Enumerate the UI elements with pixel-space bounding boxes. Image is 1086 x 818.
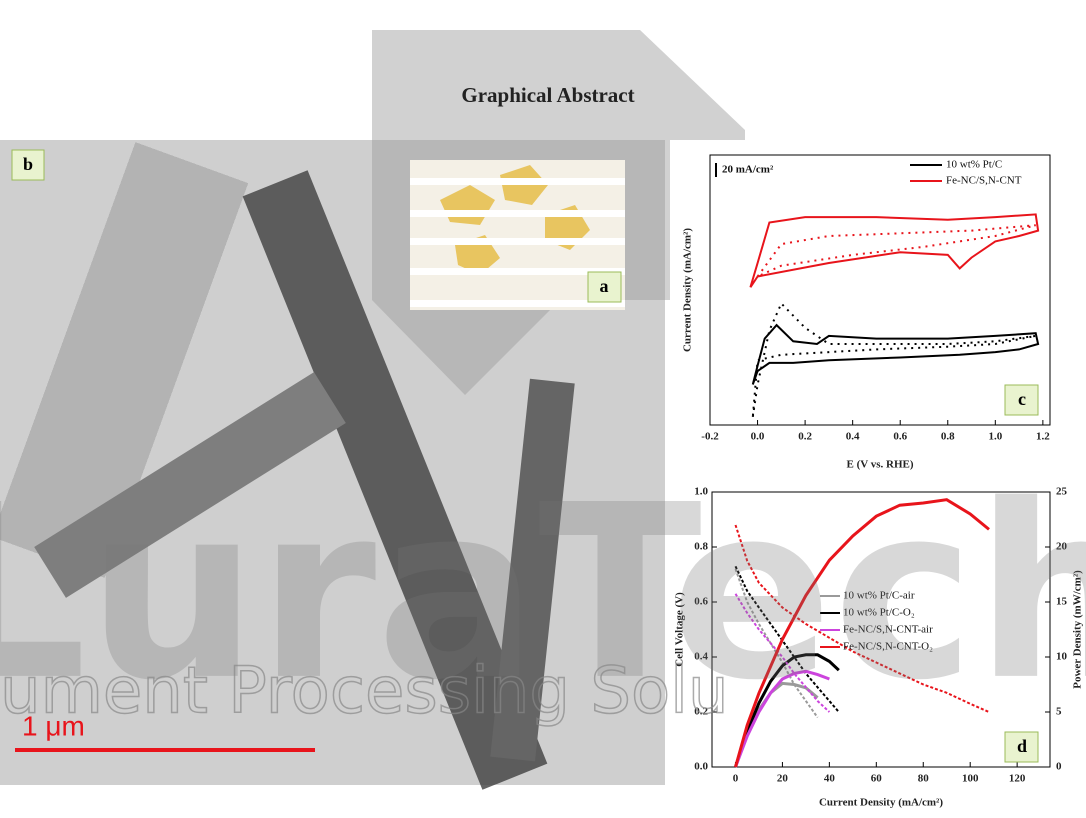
y-tick-label: 0.4 <box>694 651 708 663</box>
cv-curve-dotted <box>756 224 1036 278</box>
legend-label: Fe-NC/S,N-CNT <box>946 175 1022 187</box>
scale-label: 20 mA/cm² <box>722 164 774 176</box>
panel-label-box <box>1004 384 1039 416</box>
y2-tick-label: 5 <box>1056 706 1062 718</box>
power-curve <box>734 669 830 768</box>
cv-curve <box>751 323 1040 385</box>
x-axis-label: Current Density (mA/cm²) <box>819 797 943 809</box>
x-tick-label: 100 <box>962 773 979 785</box>
y2-tick-label: 20 <box>1056 541 1068 553</box>
x-tick-label: 0.4 <box>846 431 860 443</box>
legend-label: 10 wt% Pt/C <box>946 159 1002 171</box>
y-tick-label: 0.0 <box>694 761 708 773</box>
x-tick-label: 80 <box>918 773 930 785</box>
legend-label: 10 wt% Pt/C-air <box>843 590 915 602</box>
voltage-curve <box>734 568 819 719</box>
plot-frame <box>709 154 1051 426</box>
y-tick-label: 1.0 <box>694 486 708 498</box>
y2-tick-label: 0 <box>1056 761 1062 773</box>
nanotubes <box>0 142 575 790</box>
legend-label: Fe-NC/S,N-CNT-O₂ <box>843 641 933 653</box>
legend-label: Fe-NC/S,N-CNT-air <box>843 624 933 636</box>
y-axis-label: Cell Voltage (V) <box>674 592 686 667</box>
panel-label: b <box>23 154 33 174</box>
panel-label-box <box>1004 731 1039 763</box>
x-axis-label: E (V vs. RHE) <box>846 459 913 471</box>
x-tick-label: 0.8 <box>941 431 955 443</box>
x-tick-label: 0 <box>733 773 739 785</box>
y-tick-label: 0.2 <box>694 706 708 718</box>
voltage-curve <box>734 524 990 713</box>
panel-label-box <box>11 149 45 181</box>
x-tick-label: 60 <box>871 773 883 785</box>
x-tick-label: 0.0 <box>751 431 765 443</box>
y-tick-label: 0.8 <box>694 541 708 553</box>
scale-bar-label: 1 μm <box>22 710 85 741</box>
x-tick-label: 0.2 <box>798 431 812 443</box>
y2-tick-label: 25 <box>1056 486 1068 498</box>
plot-frame <box>711 491 1051 768</box>
panel-label: c <box>1018 389 1026 409</box>
charts: -0.2 0.0 0.2 0.4 0.6 0.8 1.0 1.2 E (V vs. RHE) Cu… <box>674 154 1084 809</box>
y2-tick-label: 15 <box>1056 596 1068 608</box>
y2-axis-label: Power Density (mW/cm²) <box>1072 570 1084 689</box>
y-axis-label: Current Density (mA/cm²) <box>682 228 694 352</box>
power-curve <box>734 653 840 768</box>
y-tick-label: 0.6 <box>694 596 708 608</box>
panel-label: a <box>600 276 609 296</box>
x-tick-label: 40 <box>824 773 836 785</box>
panel-a-art <box>410 165 625 307</box>
panel-label-box <box>587 271 622 303</box>
panel-label: d <box>1017 736 1027 756</box>
x-tick-label: 0.6 <box>893 431 907 443</box>
x-tick-label: -0.2 <box>701 431 719 443</box>
x-tick-label: 1.0 <box>988 431 1002 443</box>
title: Graphical Abstract <box>461 83 634 107</box>
watermark-tagline: ument Processing Solu <box>0 655 729 729</box>
voltage-curve <box>734 565 840 713</box>
x-tick-label: 120 <box>1009 773 1026 785</box>
x-tick-label: 20 <box>777 773 789 785</box>
power-curve <box>734 498 990 768</box>
x-tick-label: 1.2 <box>1036 431 1050 443</box>
y2-tick-label: 10 <box>1056 651 1068 663</box>
chart-c-background <box>670 140 1086 475</box>
watermark-large: LuraTech <box>0 453 1086 733</box>
cv-curve <box>749 213 1040 288</box>
legend-label: 10 wt% Pt/C-O₂ <box>843 607 915 619</box>
